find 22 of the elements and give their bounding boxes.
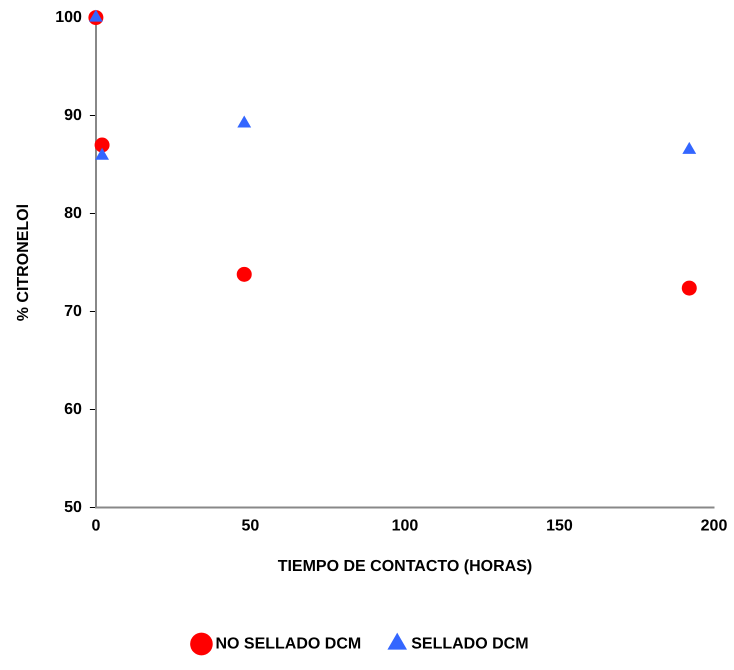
legend-label: NO SELLADO DCM <box>215 635 362 652</box>
point <box>236 266 252 282</box>
y-tick-label: 70 <box>64 303 82 320</box>
x-axis-title: TIEMPO DE CONTACTO (HORAS) <box>278 558 532 575</box>
point <box>237 115 252 128</box>
point <box>88 10 103 22</box>
x-tick-label: 100 <box>392 518 418 535</box>
x-tick-label: 0 <box>91 518 100 535</box>
y-tick-label: 60 <box>64 401 82 418</box>
point <box>682 142 696 154</box>
x-tick-label: 200 <box>700 518 728 535</box>
y-axis-title: % CITRONELOl <box>15 204 32 322</box>
y-tick-label: 50 <box>64 499 82 516</box>
y-tick-label: 90 <box>64 107 82 124</box>
point <box>682 280 697 296</box>
point <box>95 148 110 160</box>
x-tick-label: 50 <box>242 518 260 535</box>
y-tick-label: 100 <box>55 9 82 26</box>
point <box>94 138 110 152</box>
legend-label: SELLADO DCM <box>411 635 529 652</box>
y-tick-label: 80 <box>64 205 82 222</box>
x-tick-label: 150 <box>546 518 573 535</box>
